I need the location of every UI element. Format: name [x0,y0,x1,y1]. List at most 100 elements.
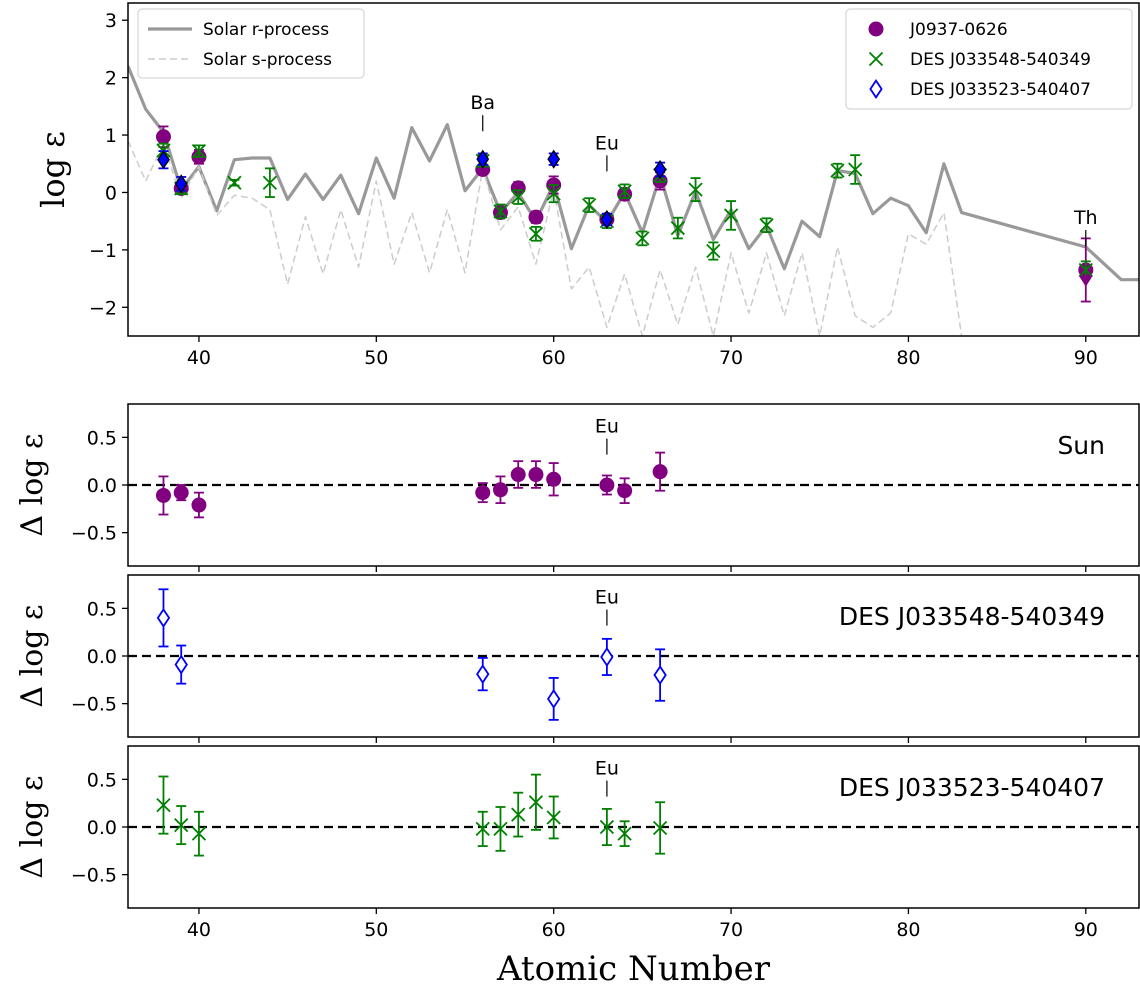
y-tick-label: 3 [105,10,117,32]
x-marker [868,51,884,67]
element-annotation: Th [1073,207,1098,229]
data-point [157,150,170,170]
y-tick-label: −0.5 [71,865,117,887]
y-tick-label: 0 [105,182,117,204]
element-annotation: Ba [470,92,495,114]
x-marker [617,184,632,199]
circle-marker [528,467,544,483]
y-tick-label: −0.5 [71,694,117,716]
data-point [635,230,650,247]
series-3 [157,149,667,230]
x-marker [493,204,508,219]
series-1 [156,773,668,857]
diamond-marker [547,149,561,169]
y-axis-label: Δ log ε [15,604,50,707]
x-marker [1078,262,1093,278]
data-point [174,644,188,685]
element-annotation: Eu [595,416,619,438]
element-annotation: Eu [595,758,619,780]
x-marker [528,226,544,241]
r-process-line [128,65,1139,282]
x-marker [546,810,561,825]
y-tick-label: 0.5 [87,598,117,620]
data-point [528,209,544,225]
x-tick-label: 40 [187,347,211,369]
series-1 [156,588,667,721]
data-point [227,175,242,190]
data-point [493,203,508,220]
diamond-marker [600,646,614,667]
x-tick-label: 80 [896,347,920,369]
element-annotation: Eu [595,587,619,609]
data-point [475,810,490,847]
x-marker [156,797,171,813]
circle-marker [492,482,508,498]
x-marker [528,795,544,810]
plot-area [128,773,1139,857]
data-point [723,200,739,231]
data-point [599,807,615,847]
diamond-marker [653,665,667,686]
data-point [511,791,526,838]
element-annotation: Eu [595,132,619,154]
data-point [546,795,561,840]
x-tick-label: 50 [364,919,388,941]
x-marker [191,143,207,159]
diamond-marker [547,688,561,709]
y-tick-label: 0.0 [87,475,117,497]
legend-right: J0937-0626 DES J033548-540349 DES J033523-… [845,8,1133,110]
diamond-marker [653,159,667,180]
x-tick-label: 90 [1074,919,1098,941]
data-point [547,677,561,721]
x-marker [759,218,774,233]
data-point [546,462,562,497]
circle-marker [155,487,171,503]
x-marker [191,826,207,841]
x-marker [617,826,632,841]
circle-marker [599,477,615,493]
y-tick-label: 0.0 [87,817,117,839]
y-tick-label: 1 [105,125,117,147]
legend-entry: DES J033548-540349 [910,50,1091,70]
series-1 [155,451,668,519]
circle-marker [475,485,491,501]
data-point [510,460,526,489]
circle-marker [155,129,171,145]
x-tick-label: 60 [542,919,566,941]
legend-left: Solar r-process Solar s-process [137,8,365,79]
x-tick-label: 40 [187,919,211,941]
x-marker [599,819,615,835]
panel-label: Sun [1057,431,1105,460]
x-tick-label: 90 [1074,347,1098,369]
x-marker [493,821,508,837]
panel-2: −0.5 0.0 0.5 Δ log ε Eu Sun [15,403,1140,572]
data-point [547,149,561,169]
data-point [475,482,491,504]
diamond-marker [156,607,171,628]
diamond-marker [600,209,614,230]
x-marker [582,197,597,213]
x-marker [262,175,278,190]
data-point [493,806,508,852]
data-point [155,475,171,516]
circle-marker [510,180,526,196]
plot-area [128,588,1139,721]
x-marker [688,182,703,197]
diamond-marker [174,654,188,675]
x-tick-label: 50 [364,347,388,369]
data-point [476,657,490,692]
x-tick-label: 70 [719,919,743,941]
data-point [848,154,863,185]
y-tick-label: 0.0 [87,646,117,668]
legend-entry: Solar s-process [203,50,332,70]
circle-marker [868,21,884,37]
data-point [830,162,845,179]
panel-label: DES J033548-540349 [839,602,1105,631]
panel-1: 40 50 60 70 80 90 −2 −1 0 1 2 3 log ε Ba Eu Th Solar r-p… [34,2,1140,369]
data-point [492,475,508,505]
data-point [617,477,633,505]
x-marker [511,807,526,822]
diamond-marker [476,664,490,685]
circle-marker [510,467,526,483]
y-axis-label: Δ log ε [15,433,50,536]
